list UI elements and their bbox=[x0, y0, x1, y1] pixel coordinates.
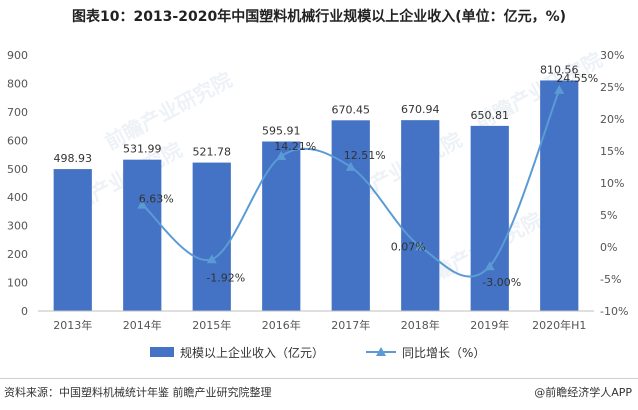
right-axis-tick-label: 0% bbox=[600, 241, 617, 254]
bar-data-label: 650.81 bbox=[471, 109, 510, 122]
bar bbox=[331, 120, 370, 311]
right-axis-tick-label: 30% bbox=[600, 49, 624, 62]
bar-data-label: 531.99 bbox=[123, 143, 162, 156]
line-data-label: 0.07% bbox=[391, 241, 426, 254]
left-axis: 0 100 200 300 400 500 600 700 800 900 bbox=[7, 49, 28, 318]
legend-bar-swatch bbox=[150, 347, 174, 357]
line-data-label: 24.55% bbox=[556, 72, 598, 85]
x-axis-tick-label: 2013年 bbox=[53, 318, 92, 332]
line-series bbox=[137, 84, 565, 278]
x-axis-tick-label: 2015年 bbox=[192, 318, 231, 332]
line-data-label: -3.00% bbox=[482, 276, 521, 289]
right-axis-tick-label: 20% bbox=[600, 113, 624, 126]
source-note: 资料来源：中国塑料机械统计年鉴 前瞻产业研究院整理 bbox=[4, 386, 272, 399]
left-axis-tick-label: 800 bbox=[7, 77, 28, 90]
bar-data-label: 670.45 bbox=[332, 103, 371, 116]
bar bbox=[262, 141, 301, 311]
line-data-label: 6.63% bbox=[139, 193, 174, 206]
left-axis-tick-label: 600 bbox=[7, 134, 28, 147]
bar bbox=[401, 120, 440, 311]
right-axis-tick-label: 25% bbox=[600, 81, 624, 94]
right-axis-tick-label: -10% bbox=[600, 305, 628, 318]
line-data-labels: 6.63% -1.92% 14.21% 12.51% 0.07% -3.00% 24.55% bbox=[139, 72, 598, 289]
x-axis-tick-label: 2018年 bbox=[401, 318, 440, 332]
left-axis-tick-label: 100 bbox=[7, 277, 28, 290]
left-axis-tick-label: 700 bbox=[7, 106, 28, 119]
right-axis-tick-label: 10% bbox=[600, 177, 624, 190]
bar bbox=[123, 159, 162, 311]
bar-data-label: 498.93 bbox=[54, 152, 93, 165]
bar-data-label: 595.91 bbox=[262, 124, 301, 137]
legend: 规模以上企业收入（亿元） 同比增长（%） bbox=[150, 345, 485, 360]
left-axis-tick-label: 500 bbox=[7, 163, 28, 176]
bar-data-label: 810.56 bbox=[540, 63, 579, 76]
legend-line-marker bbox=[376, 347, 386, 356]
bar-data-label: 670.94 bbox=[401, 103, 440, 116]
x-axis: 2013年 2014年 2015年 2016年 2017年 2018年 2019年 2020年… bbox=[38, 310, 594, 332]
line-data-label: 14.21% bbox=[274, 140, 316, 153]
growth-point-marker bbox=[554, 84, 565, 94]
x-axis-tick-label: 2020年H1 bbox=[532, 318, 586, 332]
growth-point-marker bbox=[415, 241, 426, 251]
bar-data-label: 521.78 bbox=[193, 146, 232, 159]
footer: 资料来源：中国塑料机械统计年鉴 前瞻产业研究院整理 @前瞻经济学人APP bbox=[0, 384, 638, 404]
growth-point-marker bbox=[206, 254, 217, 264]
bar-data-labels: 498.93 531.99 521.78 595.91 670.45 670.94 650.… bbox=[54, 63, 579, 165]
right-axis-tick-label: 5% bbox=[600, 209, 617, 222]
x-axis-tick-label: 2017年 bbox=[331, 318, 370, 332]
right-axis: -10% -5% 0% 5% 10% 15% 20% 25% 30% bbox=[600, 49, 628, 318]
bar bbox=[540, 80, 579, 312]
growth-point-marker bbox=[484, 261, 495, 271]
chart: 前瞻产业研究院前瞻产业研究院前瞻产业研究院前瞻产业研究院前瞻产业研究院 0100… bbox=[7, 47, 628, 360]
x-axis-tick-label: 2019年 bbox=[470, 318, 509, 332]
legend-line-label: 同比增长（%） bbox=[402, 346, 485, 360]
brand-credit: @前瞻经济学人APP bbox=[534, 386, 632, 399]
x-axis-tick-label: 2016年 bbox=[262, 318, 301, 332]
footer-divider bbox=[0, 378, 638, 379]
chart-title: 图表10：2013-2020年中国塑料机械行业规模以上企业收入(单位：亿元，%) bbox=[71, 9, 567, 25]
left-axis-tick-label: 200 bbox=[7, 248, 28, 261]
line-data-label: 12.51% bbox=[344, 149, 386, 162]
left-axis-tick-label: 300 bbox=[7, 220, 28, 233]
left-axis-tick-label: 400 bbox=[7, 191, 28, 204]
growth-point-marker bbox=[276, 151, 287, 161]
bar bbox=[470, 125, 509, 312]
right-axis-tick-label: 15% bbox=[600, 145, 624, 158]
line-data-label: -1.92% bbox=[206, 271, 245, 284]
bar bbox=[192, 162, 231, 311]
left-axis-tick-label: 0 bbox=[21, 305, 28, 318]
left-axis-tick-label: 900 bbox=[7, 49, 28, 62]
x-axis-tick-label: 2014年 bbox=[123, 318, 162, 332]
right-axis-tick-label: -5% bbox=[600, 273, 621, 286]
legend-bar-label: 规模以上企业收入（亿元） bbox=[180, 345, 324, 360]
growth-point-marker bbox=[137, 199, 148, 209]
growth-point-marker bbox=[345, 161, 356, 171]
bar bbox=[53, 169, 92, 311]
bar-series bbox=[53, 80, 579, 312]
